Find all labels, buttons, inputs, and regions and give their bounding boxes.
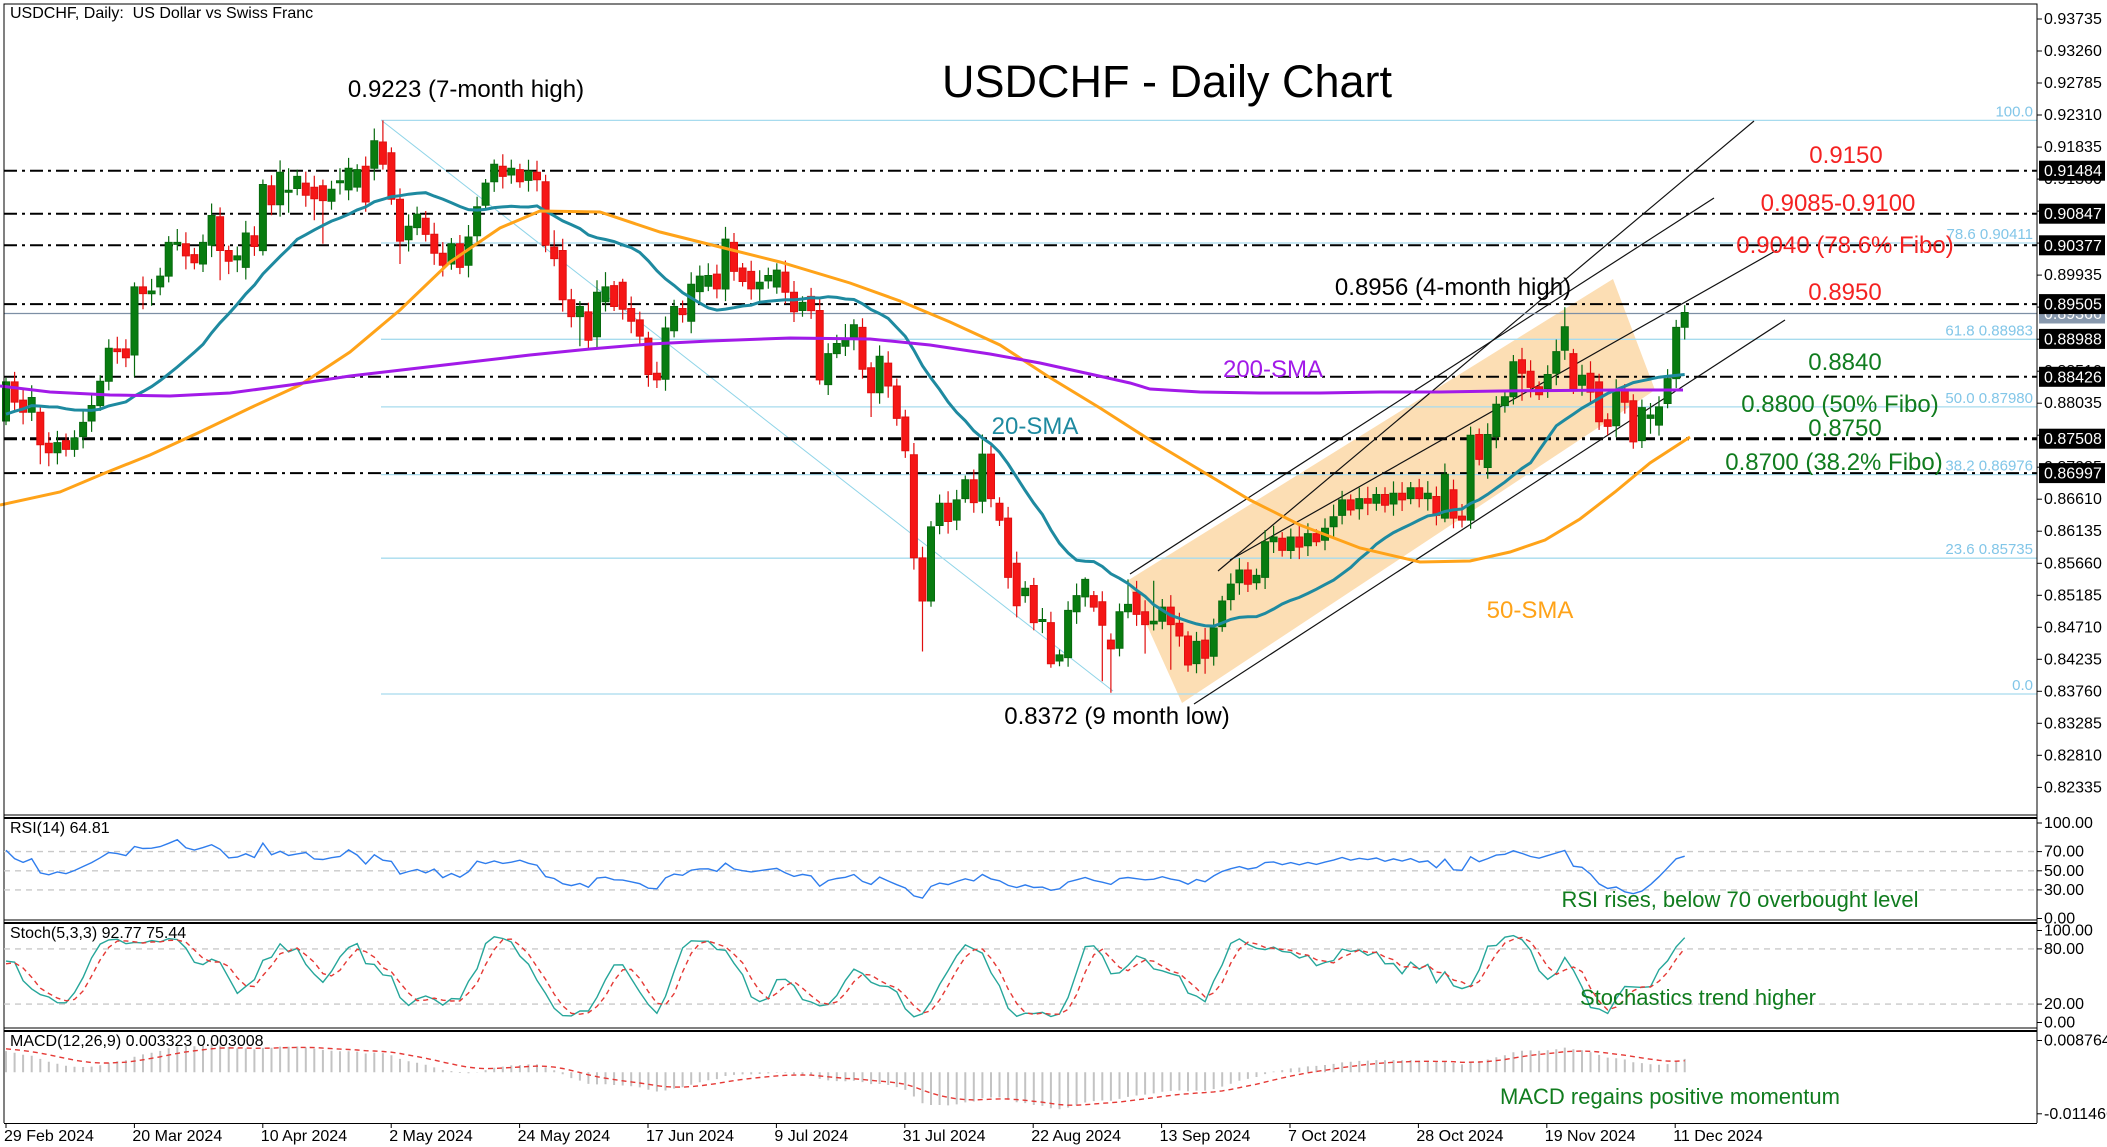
- svg-text:7 Oct 2024: 7 Oct 2024: [1288, 1128, 1366, 1145]
- svg-text:20.00: 20.00: [2044, 996, 2084, 1013]
- svg-text:50.0 0.87980: 50.0 0.87980: [1945, 390, 2033, 407]
- svg-text:0.84710: 0.84710: [2044, 619, 2102, 636]
- svg-text:0.86997: 0.86997: [2044, 466, 2102, 483]
- svg-text:0.90377: 0.90377: [2044, 238, 2102, 255]
- svg-text:100.00: 100.00: [2044, 815, 2093, 832]
- svg-text:0.83760: 0.83760: [2044, 683, 2102, 700]
- svg-text:29 Feb 2024: 29 Feb 2024: [4, 1128, 94, 1145]
- svg-text:70.00: 70.00: [2044, 844, 2084, 861]
- svg-text:78.6 0.90411: 78.6 0.90411: [1947, 226, 2033, 243]
- svg-text:0.88988: 0.88988: [2044, 331, 2102, 348]
- svg-text:13 Sep 2024: 13 Sep 2024: [1160, 1128, 1251, 1145]
- svg-text:38.2 0.86976: 38.2 0.86976: [1945, 458, 2033, 475]
- svg-text:0.9040 (78.6% Fibo): 0.9040 (78.6% Fibo): [1736, 232, 1953, 259]
- svg-text:50.00: 50.00: [2044, 863, 2084, 880]
- svg-text:Stochastics trend higher: Stochastics trend higher: [1580, 985, 1816, 1010]
- svg-text:0.93260: 0.93260: [2044, 43, 2102, 60]
- svg-text:0.008764: 0.008764: [2044, 1033, 2107, 1050]
- svg-text:2 May 2024: 2 May 2024: [389, 1128, 473, 1145]
- svg-text:0.93735: 0.93735: [2044, 11, 2102, 28]
- svg-text:0.9150: 0.9150: [1809, 142, 1882, 169]
- svg-text:0.8840: 0.8840: [1808, 349, 1881, 376]
- svg-text:0.85660: 0.85660: [2044, 555, 2102, 572]
- svg-text:30.00: 30.00: [2044, 882, 2084, 899]
- svg-text:RSI rises, below 70 overbought: RSI rises, below 70 overbought level: [1561, 887, 1918, 912]
- svg-text:0.87508: 0.87508: [2044, 431, 2102, 448]
- svg-text:11 Dec 2024: 11 Dec 2024: [1673, 1128, 1763, 1145]
- svg-text:0.8750: 0.8750: [1808, 415, 1881, 442]
- svg-text:200-SMA: 200-SMA: [1223, 356, 1323, 383]
- svg-text:22 Aug 2024: 22 Aug 2024: [1031, 1128, 1121, 1145]
- svg-text:-0.011466: -0.011466: [2044, 1106, 2107, 1123]
- svg-text:0.9223 (7-month high): 0.9223 (7-month high): [348, 76, 584, 103]
- svg-text:0.82335: 0.82335: [2044, 779, 2102, 796]
- svg-text:20-SMA: 20-SMA: [992, 413, 1079, 440]
- svg-text:17 Jun 2024: 17 Jun 2024: [646, 1128, 734, 1145]
- svg-text:USDCHF - Daily Chart: USDCHF - Daily Chart: [942, 56, 1393, 107]
- svg-text:Stoch(5,3,3) 92.77 75.44: Stoch(5,3,3) 92.77 75.44: [10, 925, 186, 942]
- svg-text:0.8800 (50% Fibo): 0.8800 (50% Fibo): [1741, 391, 1938, 418]
- svg-text:0.91835: 0.91835: [2044, 139, 2102, 156]
- svg-text:24 May 2024: 24 May 2024: [518, 1128, 611, 1145]
- svg-text:100.0: 100.0: [1995, 103, 2033, 120]
- svg-text:0.86135: 0.86135: [2044, 523, 2102, 540]
- svg-text:0.8700 (38.2% Fibo): 0.8700 (38.2% Fibo): [1725, 449, 1942, 476]
- svg-text:80.00: 80.00: [2044, 941, 2084, 958]
- svg-text:MACD(12,26,9) 0.003323 0.00300: MACD(12,26,9) 0.003323 0.003008: [10, 1033, 264, 1050]
- svg-text:0.91484: 0.91484: [2044, 163, 2102, 180]
- svg-text:0.92785: 0.92785: [2044, 75, 2102, 92]
- svg-text:0.89505: 0.89505: [2044, 297, 2102, 314]
- svg-text:0.89935: 0.89935: [2044, 267, 2102, 284]
- svg-text:19 Nov 2024: 19 Nov 2024: [1545, 1128, 1636, 1145]
- svg-text:0.8372 (9 month low): 0.8372 (9 month low): [1004, 703, 1229, 730]
- svg-text:RSI(14) 64.81: RSI(14) 64.81: [10, 820, 110, 837]
- svg-text:61.8 0.88983: 61.8 0.88983: [1945, 322, 2033, 339]
- svg-text:100.00: 100.00: [2044, 923, 2093, 940]
- svg-text:MACD regains positive momentum: MACD regains positive momentum: [1500, 1084, 1840, 1109]
- svg-text:23.6 0.85735: 23.6 0.85735: [1945, 541, 2033, 558]
- svg-text:0.88426: 0.88426: [2044, 369, 2102, 386]
- svg-text:0.0: 0.0: [2012, 677, 2033, 694]
- svg-text:50-SMA: 50-SMA: [1487, 597, 1574, 624]
- svg-text:10 Apr 2024: 10 Apr 2024: [261, 1128, 347, 1145]
- svg-text:20 Mar 2024: 20 Mar 2024: [132, 1128, 222, 1145]
- svg-text:0.8956 (4-month high): 0.8956 (4-month high): [1335, 274, 1571, 301]
- svg-text:0.00: 0.00: [2044, 1015, 2075, 1032]
- svg-text:0.92310: 0.92310: [2044, 107, 2102, 124]
- svg-text:0.85185: 0.85185: [2044, 587, 2102, 604]
- svg-text:31 Jul 2024: 31 Jul 2024: [903, 1128, 986, 1145]
- svg-text:0.00: 0.00: [2044, 911, 2075, 928]
- svg-text:0.9085-0.9100: 0.9085-0.9100: [1761, 190, 1916, 217]
- svg-text:9 Jul 2024: 9 Jul 2024: [774, 1128, 848, 1145]
- svg-text:0.90847: 0.90847: [2044, 206, 2102, 223]
- svg-text:0.88035: 0.88035: [2044, 395, 2102, 412]
- svg-text:28 Oct 2024: 28 Oct 2024: [1416, 1128, 1503, 1145]
- svg-text:0.82810: 0.82810: [2044, 747, 2102, 764]
- svg-text:0.8950: 0.8950: [1808, 279, 1881, 306]
- svg-text:0.83285: 0.83285: [2044, 715, 2102, 732]
- svg-text:0.86610: 0.86610: [2044, 491, 2102, 508]
- svg-text:USDCHF, Daily: US Dollar vs S: USDCHF, Daily: US Dollar vs Swiss Franc: [10, 5, 313, 22]
- svg-text:0.84235: 0.84235: [2044, 651, 2102, 668]
